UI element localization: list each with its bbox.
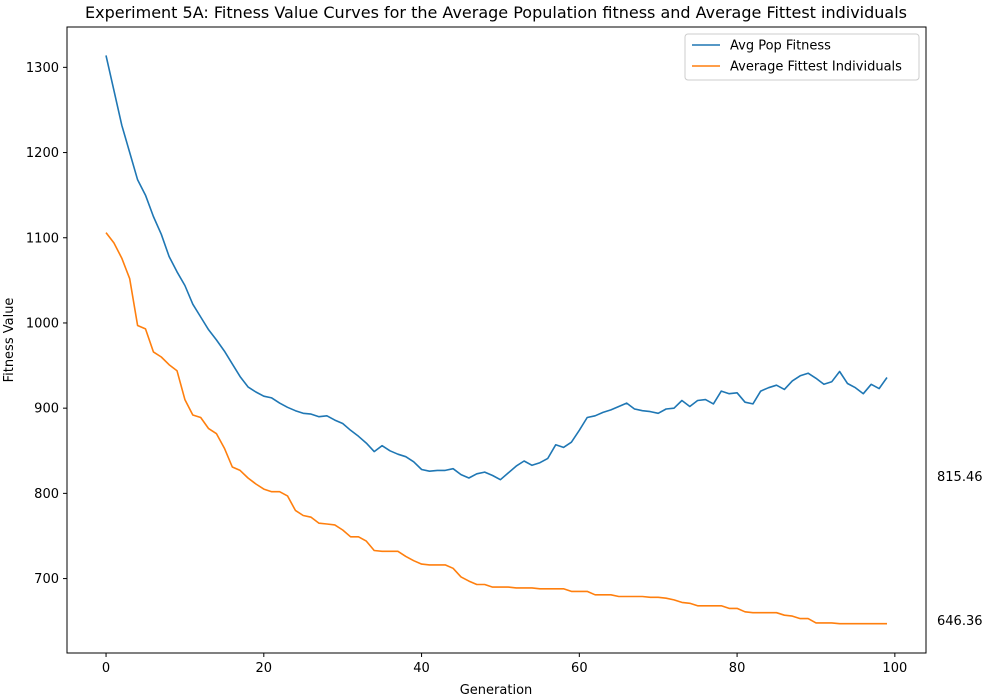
legend-label-1: Avg Pop Fitness [730, 39, 831, 54]
legend: Avg Pop Fitness Average Fittest Individua… [684, 33, 920, 81]
x-axis-ticks: 0 20 40 60 80 100 [102, 653, 907, 676]
y-tick-label: 700 [34, 572, 59, 587]
y-tick-label: 900 [34, 402, 59, 417]
annotation-value-1: 815.46 [937, 470, 983, 485]
y-tick-label: 1300 [26, 61, 59, 76]
y-axis-ticks: 700 800 900 1000 1100 1200 1300 [26, 61, 67, 587]
y-tick-label: 800 [34, 487, 59, 502]
legend-label-2: Average Fittest Individuals [730, 60, 902, 75]
y-tick-label: 1000 [26, 316, 59, 331]
series-lines [105, 55, 888, 625]
x-tick-label: 80 [729, 661, 746, 676]
x-tick-label: 60 [571, 661, 588, 676]
y-tick-label: 1200 [26, 146, 59, 161]
annotation-value-2: 646.36 [937, 614, 983, 629]
x-axis-label: Generation [460, 683, 533, 695]
chart-title: Experiment 5A: Fitness Value Curves for … [85, 3, 907, 22]
x-tick-label: 100 [882, 661, 907, 676]
x-tick-label: 0 [102, 661, 110, 676]
series-line-2 [105, 232, 887, 625]
y-axis-label: Fitness Value [2, 298, 17, 383]
annotations: 815.46 646.36 [937, 470, 983, 629]
series-line-1 [105, 55, 888, 481]
legend-box [684, 33, 920, 81]
y-tick-label: 1100 [26, 231, 59, 246]
plot-area [66, 26, 927, 654]
x-tick-label: 40 [413, 661, 430, 676]
x-tick-label: 20 [256, 661, 273, 676]
plot-frame [66, 26, 927, 654]
